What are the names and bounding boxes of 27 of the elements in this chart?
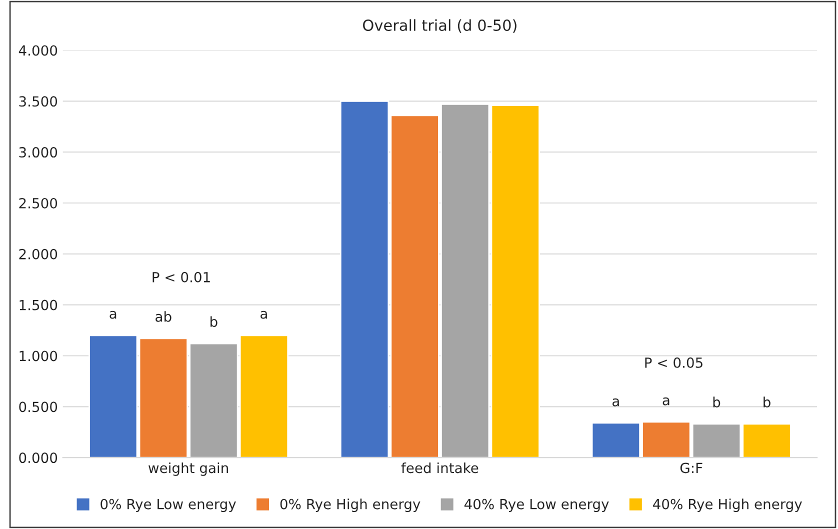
x-tick-label: G:F: [680, 462, 702, 474]
y-tick-label: 0.500: [19, 402, 58, 412]
y-tick-label: 1.000: [20, 350, 58, 362]
data-label: a: [612, 398, 619, 406]
chart-title: Overall trial (d 0-50): [363, 19, 516, 33]
x-tick-label: weight gain: [148, 462, 228, 476]
legend-label: 40% Rye Low energy: [464, 498, 609, 512]
x-tick-label: feed intake: [401, 462, 478, 474]
y-tick-label: 2.500: [19, 198, 58, 208]
y-tick-label: 3.500: [19, 96, 58, 107]
y-tick-label: 4.000: [18, 45, 58, 56]
y-tick-label: 1.500: [20, 300, 58, 310]
data-label: a: [260, 310, 267, 319]
data-label: a: [110, 310, 116, 319]
y-tick-label: 3.000: [19, 147, 58, 158]
data-label: a: [662, 397, 670, 406]
y-tick-label: 0.000: [19, 452, 58, 464]
data-label: b: [210, 316, 218, 327]
annotation: P < 0.01: [152, 272, 210, 282]
legend-label: 0% Rye Low energy: [100, 498, 236, 512]
data-label: ab: [156, 311, 172, 322]
data-label: b: [764, 396, 770, 408]
legend-label: 0% Rye High energy: [280, 498, 420, 512]
annotation: P < 0.05: [645, 357, 702, 368]
legend-label: 40% Rye High energy: [653, 498, 802, 512]
y-tick-label: 2.000: [19, 248, 58, 260]
data-label: b: [713, 396, 720, 408]
